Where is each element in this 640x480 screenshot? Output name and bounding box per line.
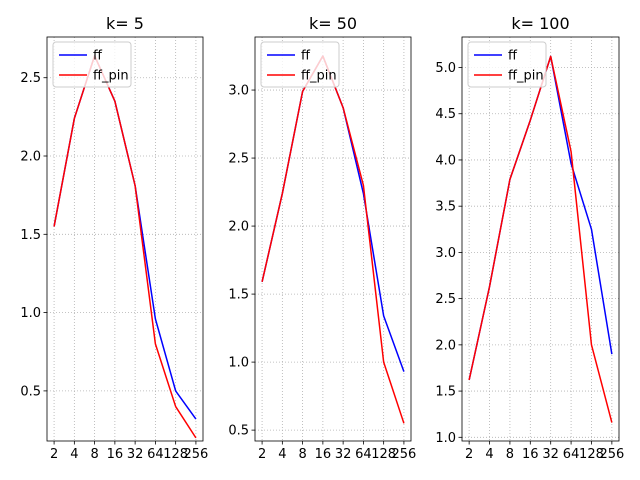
y-tick-label: 5.0 (435, 61, 456, 76)
y-tick-label: 2.0 (228, 220, 249, 235)
y-tick-label: 2.5 (228, 152, 249, 167)
y-tick-label: 1.0 (228, 356, 249, 371)
y-tick-label: 0.5 (228, 424, 249, 439)
y-tick-label: 2.5 (435, 292, 456, 307)
x-tick-label: 256 (391, 447, 416, 462)
y-tick-label: 0.5 (20, 384, 41, 399)
x-tick-label: 4 (70, 447, 78, 462)
x-tick-label: 256 (183, 447, 208, 462)
x-tick-label: 8 (506, 447, 514, 462)
y-tick-label: 3.0 (228, 84, 249, 99)
x-tick-label: 2 (50, 447, 58, 462)
y-tick-label: 3.5 (435, 200, 456, 215)
y-tick-label: 3.0 (435, 246, 456, 261)
x-tick-label: 32 (335, 447, 352, 462)
series-line-ff-pin (53, 55, 197, 439)
x-tick-label: 2 (465, 447, 473, 462)
x-tick-label: 4 (485, 447, 493, 462)
y-tick-label: 1.5 (228, 288, 249, 303)
x-tick-label: 128 (371, 447, 396, 462)
axes-frame (461, 36, 620, 442)
axes-frame (46, 36, 204, 442)
y-tick-label: 2.5 (20, 71, 41, 86)
legend-label: ff_pin (508, 69, 544, 84)
y-tick-label: 4.5 (435, 107, 456, 122)
y-tick-label: 2.0 (435, 338, 456, 353)
subplot-title: k= 5 (106, 14, 144, 33)
legend-label: ff (93, 49, 103, 64)
legend-label: ff_pin (301, 69, 337, 84)
y-tick-label: 2.0 (20, 150, 41, 165)
legend-label: ff (508, 49, 518, 64)
legend-label: ff_pin (93, 69, 129, 84)
y-tick-label: 4.0 (435, 153, 456, 168)
legend: ff ff_pin (52, 41, 132, 88)
legend-label: ff (301, 49, 311, 64)
x-tick-label: 64 (355, 447, 372, 462)
series-line-ff-pin (468, 55, 613, 423)
legend: ff ff_pin (467, 41, 547, 88)
x-tick-label: 32 (542, 447, 559, 462)
subplot-title: k= 100 (511, 14, 569, 33)
x-tick-label: 64 (147, 447, 164, 462)
x-tick-label: 8 (90, 447, 98, 462)
x-tick-label: 128 (579, 447, 604, 462)
legend: ff ff_pin (260, 41, 340, 88)
x-tick-label: 16 (522, 447, 539, 462)
x-tick-label: 8 (298, 447, 306, 462)
y-tick-label: 1.5 (20, 228, 41, 243)
y-tick-label: 1.0 (435, 431, 456, 446)
x-tick-label: 128 (163, 447, 188, 462)
x-tick-label: 16 (315, 447, 332, 462)
x-tick-label: 64 (563, 447, 580, 462)
subplot-title: k= 50 (309, 14, 357, 33)
x-tick-label: 4 (278, 447, 286, 462)
y-tick-label: 1.5 (435, 385, 456, 400)
x-tick-label: 256 (599, 447, 624, 462)
x-tick-label: 2 (258, 447, 266, 462)
y-tick-label: 1.0 (20, 306, 41, 321)
axes-frame (254, 36, 412, 442)
x-tick-label: 16 (107, 447, 124, 462)
x-tick-label: 32 (127, 447, 144, 462)
